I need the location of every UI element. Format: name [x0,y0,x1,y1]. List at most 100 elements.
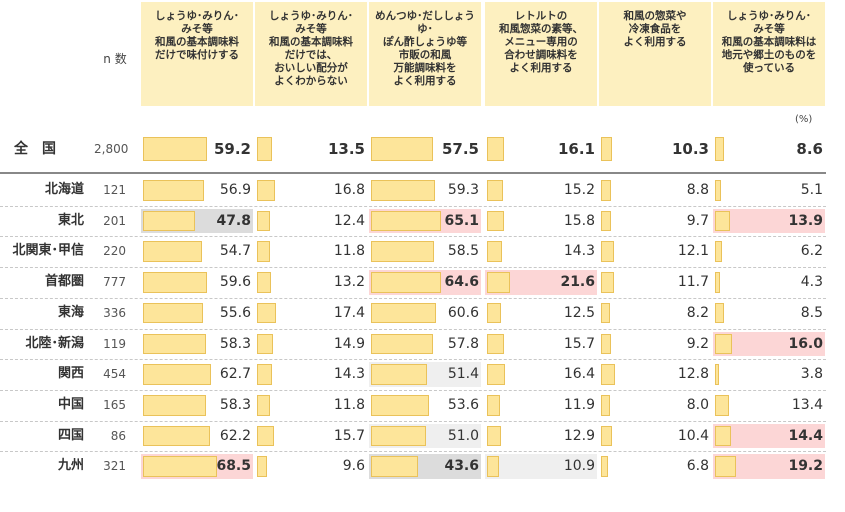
column-header-1: しょうゆ･みりん･ みそ等 和風の基本調味料 だけで味付けする [141,2,253,106]
column-header-3: めんつゆ･だししょうゆ･ ぽん酢しょうゆ等 市販の和風 万能調味料を よく利用する [369,2,481,106]
value-bar [371,394,429,416]
value-bar [371,272,441,293]
value-bar [257,180,276,201]
row-label: 九州 [57,458,84,474]
cell-highlight [713,423,825,449]
value-label: 5.1 [800,182,823,198]
value-label: 12.5 [563,304,595,321]
value-bar [257,137,272,161]
value-label: 8.0 [686,396,709,413]
value-label: 47.8 [216,212,251,229]
value-bar [371,364,427,385]
column-header-line: 和風の基本調味料 [269,36,353,48]
value-label: 4.3 [800,274,823,291]
value-label: 17.4 [333,304,365,321]
value-label: 14.9 [333,335,365,352]
row-separator [0,267,826,269]
value-bar [371,180,436,201]
value-bar [143,241,203,263]
value-bar [601,241,615,263]
value-bar [601,333,611,355]
value-bar [257,333,274,355]
column-header-line: 市販の和風 [398,49,452,61]
value-label: 21.6 [560,274,595,291]
value-label: 13.2 [333,274,365,291]
value-bar [257,364,273,385]
column-header-line: 和風の基本調味料は [721,36,817,48]
value-bar [715,394,730,416]
column-header-line: みそ等 [753,23,785,35]
value-bar [487,364,505,385]
column-header-line: 和風の惣菜や [623,10,687,22]
value-label: 12.1 [677,243,709,260]
value-bar [257,394,270,416]
value-label: 14.3 [333,366,365,383]
value-bar [143,364,211,385]
value-label: 12.8 [677,366,709,383]
value-label: 51.4 [447,366,479,383]
total-label: 全 国 [14,141,56,157]
value-bar [715,210,730,232]
value-bar [371,137,434,161]
column-header-line: みそ等 [181,23,213,35]
value-bar [715,425,731,447]
value-label: 57.5 [441,140,479,158]
value-bar [143,302,204,324]
value-bar [143,180,205,201]
value-bar [371,302,437,324]
row-n-value: 220 [103,244,126,259]
column-header-line: 使っている [743,62,795,74]
n-header: n 数 [103,52,127,66]
column-header-line: だけでは、 [284,49,338,61]
value-bar [371,456,419,477]
column-header-line: みそ等 [295,23,327,35]
column-header-line: ぽん酢しょうゆ等 [383,36,467,48]
row-n-value: 165 [103,397,126,412]
row-separator [0,328,826,330]
value-label: 3.8 [800,366,823,383]
value-bar [257,241,270,263]
row-n-value: 121 [103,183,126,197]
value-label: 62.2 [219,427,251,444]
value-bar [371,241,435,263]
row-label: 北海道 [44,182,84,197]
value-label: 8.2 [686,304,709,321]
value-bar [601,425,613,447]
value-label: 14.3 [563,243,595,260]
value-label: 59.6 [219,274,251,291]
row-n-value: 201 [103,213,126,228]
value-bar [715,272,720,293]
value-label: 16.4 [563,366,595,383]
row-separator [0,236,826,238]
value-bar [601,456,609,477]
value-bar [143,137,207,161]
value-bar [257,425,274,447]
value-bar [601,364,615,385]
value-bar [487,333,504,355]
total-separator [0,172,826,174]
value-bar [601,180,611,201]
value-label: 15.7 [563,335,595,352]
row-label: 東北 [57,212,84,228]
value-bar [487,210,505,232]
value-label: 16.1 [557,140,595,158]
column-header-5: 和風の惣菜や 冷凍食品を よく利用する [599,2,711,106]
row-label: 東海 [57,304,84,320]
value-label: 56.9 [219,182,251,198]
value-label: 9.7 [686,212,709,229]
value-label: 12.9 [563,427,595,444]
value-bar [371,210,442,232]
row-n-value: 86 [110,428,126,443]
cell-highlight [485,454,597,479]
row-n-value: 119 [103,336,126,351]
value-bar [715,180,721,201]
value-bar [601,272,614,293]
row-n-value: 336 [103,305,126,320]
value-label: 59.3 [447,182,479,198]
value-label: 6.2 [800,243,823,260]
value-label: 54.7 [219,243,251,260]
row-label: 北陸･新潟 [25,335,84,351]
value-label: 11.9 [563,396,595,413]
value-label: 10.3 [671,140,709,158]
